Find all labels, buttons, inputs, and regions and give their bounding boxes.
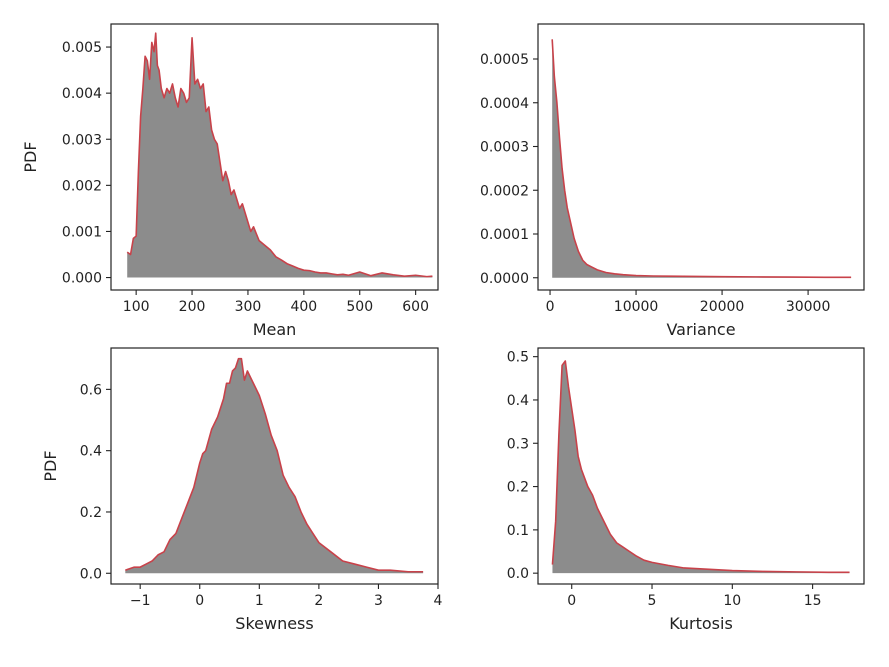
- x-tick-label: 0: [546, 299, 555, 315]
- x-axis-label: Mean: [253, 320, 297, 339]
- x-tick-label: −1: [130, 593, 151, 609]
- x-tick-label: 20000: [700, 299, 745, 315]
- density-line: [126, 32, 433, 278]
- x-tick-label: 300: [235, 299, 262, 315]
- x-tick-label: 3: [374, 593, 383, 609]
- chart-panel-bottom-right: 0 5 10 15 0.0 0.1 0.2 0.3 0.4 0.5 Kurtosis: [507, 347, 865, 633]
- x-tick-label: 15: [804, 593, 822, 609]
- y-tick-label: 0.0001: [480, 227, 529, 243]
- x-tick-label: 10000: [614, 299, 659, 315]
- axes-frame: [537, 23, 865, 291]
- y-tick-label: 0.6: [80, 382, 102, 398]
- density-line: [551, 39, 852, 279]
- y-tick-label: 0.0003: [480, 140, 529, 156]
- density-fill: [125, 358, 424, 574]
- x-tick-label: 400: [290, 299, 317, 315]
- y-tick-label: 0.0000: [480, 271, 529, 287]
- axes-frame: [110, 347, 439, 585]
- chart-panel-top-left: 100 200 300 400 500 600 0.000 0.001 0.002 0.003 0.…: [21, 23, 439, 339]
- axes-frame: [537, 347, 865, 585]
- y-tick-label: 0.4: [507, 393, 529, 409]
- density-line: [125, 357, 424, 573]
- y-tick-label: 0.005: [62, 40, 102, 56]
- x-tick-label: 500: [346, 299, 373, 315]
- y-tick-label: 0.003: [62, 132, 102, 148]
- y-tick-label: 0.0: [507, 566, 529, 582]
- y-tick-label: 0.0002: [480, 183, 529, 199]
- y-tick-label: 0.0: [80, 566, 102, 582]
- x-tick-label: 30000: [786, 299, 831, 315]
- x-tick-label: 0: [195, 593, 204, 609]
- x-tick-label: 10: [723, 593, 741, 609]
- y-tick-label: 0.4: [80, 444, 102, 460]
- y-tick-label: 0.1: [507, 523, 529, 539]
- x-tick-label: 5: [648, 593, 657, 609]
- y-tick-label: 0.001: [62, 224, 102, 240]
- x-tick-label: 100: [123, 299, 150, 315]
- density-fill: [552, 360, 850, 574]
- x-axis-label: Kurtosis: [669, 614, 733, 633]
- y-tick-label: 0.004: [62, 86, 102, 102]
- x-axis-label: Skewness: [235, 614, 313, 633]
- x-tick-label: 0: [567, 593, 576, 609]
- x-tick-label: 2: [314, 593, 323, 609]
- chart-panel-top-right: 0 10000 20000 30000 0.0000 0.0001 0.0002 0.0003…: [480, 23, 865, 339]
- y-tick-label: 0.2: [80, 505, 102, 521]
- chart-panel-bottom-left: −1 0 1 2 3 4 0.0 0.2 0.4 0.6 Skewness PDF: [41, 347, 443, 633]
- y-tick-label: 0.2: [507, 480, 529, 496]
- axes-frame: [110, 23, 439, 291]
- y-axis-label: PDF: [41, 450, 60, 481]
- x-tick-label: 600: [402, 299, 429, 315]
- y-tick-label: 0.0004: [480, 96, 529, 112]
- y-tick-label: 0.3: [507, 436, 529, 452]
- y-tick-label: 0.000: [62, 271, 102, 287]
- x-tick-label: 4: [434, 593, 443, 609]
- y-axis-label: PDF: [21, 141, 40, 172]
- y-tick-label: 0.002: [62, 178, 102, 194]
- y-tick-label: 0.5: [507, 350, 529, 366]
- x-axis-label: Variance: [666, 320, 735, 339]
- y-tick-label: 0.0005: [480, 52, 529, 68]
- density-line: [551, 360, 850, 574]
- x-tick-label: 200: [179, 299, 206, 315]
- x-tick-label: 1: [255, 593, 264, 609]
